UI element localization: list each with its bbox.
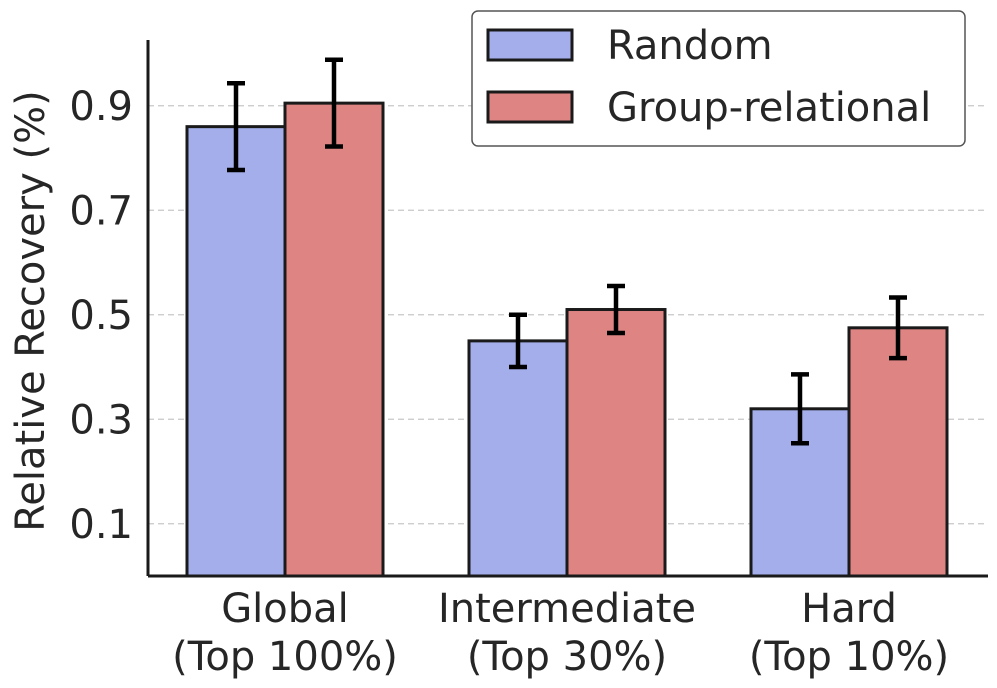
error-bar-group-relational-2 bbox=[889, 295, 907, 361]
error-bar-random-0 bbox=[227, 81, 245, 173]
y-tick-label-0.5: 0.5 bbox=[69, 293, 133, 339]
x-tick-label-1-1: (Top 30%) bbox=[467, 634, 667, 680]
y-tick-label-0.1: 0.1 bbox=[69, 502, 133, 548]
legend-swatch-random bbox=[486, 28, 574, 62]
bar-group-relational-0 bbox=[283, 101, 385, 578]
error-bars bbox=[227, 57, 907, 446]
legend-swatch-group-relational bbox=[486, 90, 574, 124]
y-axis-title: Relative Recovery (%) bbox=[8, 90, 54, 531]
bar-group-relational-2 bbox=[847, 326, 949, 578]
y-tick-label-0.9: 0.9 bbox=[69, 84, 133, 130]
legend: Random Group-relational bbox=[471, 10, 966, 147]
error-bar-random-1 bbox=[509, 312, 527, 370]
y-tick-label-0.3: 0.3 bbox=[69, 397, 133, 443]
error-bar-random-2 bbox=[791, 372, 809, 446]
error-bar-group-relational-1 bbox=[607, 283, 625, 336]
x-tick-label-1-0: Intermediate bbox=[438, 586, 696, 632]
bar-group-relational-1 bbox=[565, 308, 667, 578]
x-tick-labels: Global(Top 100%) Intermediate(Top 30%) Har… bbox=[172, 586, 949, 680]
legend-label-group-relational: Group-relational bbox=[607, 85, 931, 131]
bars bbox=[185, 101, 949, 578]
y-tick-labels: 0.1 0.3 0.5 0.7 0.9 bbox=[69, 84, 133, 548]
bar-random-1 bbox=[467, 339, 569, 578]
bar-random-0 bbox=[185, 125, 287, 578]
error-bar-group-relational-0 bbox=[325, 57, 343, 149]
y-tick-label-0.7: 0.7 bbox=[69, 188, 133, 234]
legend-frame bbox=[471, 10, 966, 147]
legend-label-random: Random bbox=[607, 23, 773, 69]
x-tick-label-2-1: (Top 10%) bbox=[749, 634, 949, 680]
x-tick-label-0-0: Global bbox=[221, 586, 349, 632]
x-tick-label-0-1: (Top 100%) bbox=[172, 634, 398, 680]
x-tick-label-2-0: Hard bbox=[801, 586, 897, 632]
